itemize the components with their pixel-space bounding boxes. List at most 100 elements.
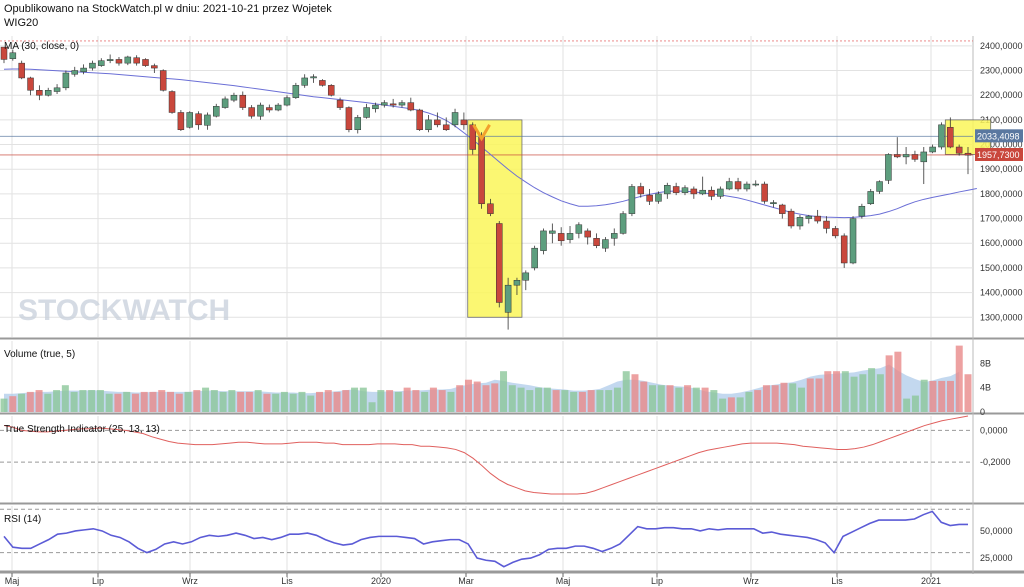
candle-body	[920, 151, 928, 163]
candle-body	[345, 107, 353, 131]
candle	[779, 203, 786, 219]
volume-bar	[342, 390, 350, 412]
volume-bar	[806, 378, 814, 412]
volume-bar	[123, 391, 131, 412]
price-tick-label: 2000,0000	[980, 140, 1023, 150]
volume-bar	[517, 387, 525, 412]
volume-bar	[158, 390, 166, 412]
candle	[53, 84, 61, 94]
candle	[832, 225, 839, 239]
candle-body	[628, 186, 636, 214]
candle	[106, 54, 114, 64]
candle	[204, 112, 211, 130]
candle	[159, 69, 167, 92]
candle	[672, 182, 680, 196]
volume-bar	[868, 368, 876, 412]
x-tick-label: 2020	[371, 576, 391, 586]
candle-body	[885, 154, 892, 181]
candle-body	[230, 94, 238, 101]
candle	[381, 100, 388, 108]
candle-body	[398, 102, 406, 106]
candle-body	[513, 280, 521, 286]
candle	[292, 82, 300, 99]
price-tick-label: 2400,0000	[980, 41, 1023, 51]
candle	[885, 153, 892, 185]
volume-bar	[202, 387, 210, 412]
watermark-logo: STOCKWATCH	[18, 294, 230, 327]
candle	[372, 102, 379, 113]
volume-bar	[920, 379, 928, 412]
highlight-zone	[467, 119, 523, 318]
volume-bar	[771, 385, 779, 412]
candle-body	[106, 59, 114, 61]
candle-body	[496, 223, 503, 303]
candle-body	[593, 238, 600, 246]
candle-body	[637, 186, 645, 195]
volume-bar	[964, 374, 972, 412]
volume-bar	[96, 390, 104, 412]
volume-bar	[88, 390, 96, 412]
volume-bar	[482, 385, 490, 412]
candle	[310, 74, 317, 83]
candle	[274, 103, 282, 112]
candle-body	[460, 119, 468, 126]
volume-bar	[447, 391, 455, 412]
candle	[354, 114, 362, 134]
candle-body	[151, 65, 158, 69]
candle-body	[796, 217, 804, 227]
candle	[947, 117, 954, 149]
volume-bar	[254, 390, 262, 412]
candle-body	[168, 91, 176, 113]
candle-body	[672, 186, 680, 193]
candle-body	[522, 272, 530, 281]
candle	[708, 186, 715, 201]
candle	[301, 74, 308, 88]
level-label-bg	[975, 147, 1023, 161]
candle-body	[248, 107, 255, 117]
volume-bar	[473, 381, 481, 412]
tsi-panel-title: True Strength Indicator (25, 13, 13)	[4, 424, 160, 435]
volume-bar	[631, 374, 639, 412]
price-tick-label: 1400,0000	[980, 288, 1023, 298]
candle-body	[478, 136, 485, 205]
candle	[257, 102, 264, 120]
volume-bar	[850, 376, 858, 412]
volume-bar	[859, 374, 867, 412]
x-tick-label: Lis	[831, 576, 843, 586]
candle-body	[0, 46, 8, 60]
candle	[646, 188, 653, 206]
volume-bar	[613, 387, 621, 412]
candle	[363, 103, 370, 119]
panel-bg	[0, 506, 1024, 570]
instrument-name: WIG20	[4, 17, 39, 29]
candle-body	[18, 62, 25, 79]
candle-body	[389, 103, 397, 106]
candle	[142, 58, 149, 67]
candle	[761, 181, 768, 204]
volume-bar	[184, 391, 192, 412]
candle-body	[204, 114, 211, 126]
candle-body	[610, 233, 618, 239]
candle	[230, 92, 238, 103]
volume-bar	[333, 391, 341, 412]
candle	[637, 182, 645, 198]
candle	[389, 98, 397, 108]
volume-bar	[938, 380, 946, 412]
candle	[602, 237, 609, 252]
x-tick-label: 2021	[921, 576, 941, 586]
candle-body	[292, 85, 300, 98]
candle	[920, 147, 928, 185]
volume-bar	[403, 387, 411, 412]
candle	[725, 177, 733, 191]
candle	[690, 186, 698, 199]
volume-bar	[745, 391, 753, 412]
candle-body	[434, 119, 441, 126]
volume-bar	[824, 371, 832, 412]
candle-body	[858, 205, 866, 217]
volume-bar	[561, 390, 569, 412]
volume-bar	[736, 397, 744, 412]
candle	[575, 222, 583, 239]
level-label-bg	[975, 129, 1023, 143]
candle	[849, 216, 857, 265]
